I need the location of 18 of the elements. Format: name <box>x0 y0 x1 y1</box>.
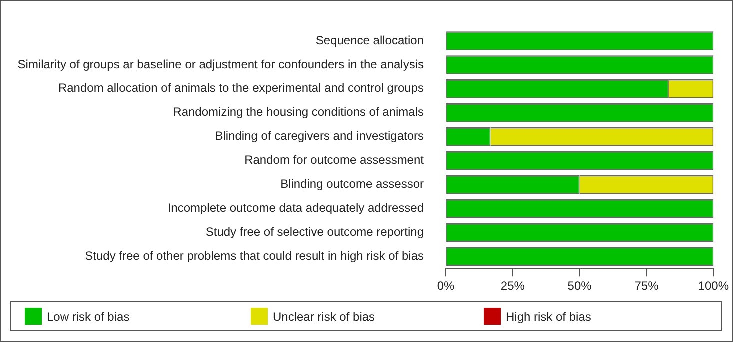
y-tick-label: Study free of selective outcome reporting <box>206 224 424 239</box>
y-tick-label: Study free of other problems that could result in high risk of bias <box>85 248 424 263</box>
y-tick-label: Random allocation of animals to the experimental and control groups <box>58 81 424 96</box>
y-tick-label: Incomplete outcome data adequately addressed <box>168 201 424 216</box>
x-tick-label: 0% <box>437 279 455 294</box>
x-tick-label: 50% <box>568 279 592 294</box>
legend-label: Unclear risk of bias <box>273 310 376 324</box>
y-tick-label: Randomizing the housing conditions of animals <box>173 105 424 120</box>
legend-label: High risk of bias <box>506 310 592 324</box>
x-tick-label: 100% <box>698 279 730 294</box>
y-tick-label: Sequence allocation <box>316 33 424 48</box>
legend-label: Low risk of bias <box>47 310 130 324</box>
y-tick-label: Similarity of groups ar baseline or adjustment for confounders in the analysis <box>18 57 424 72</box>
y-tick-label: Random for outcome assessment <box>244 153 425 168</box>
x-tick-label: 75% <box>634 279 660 294</box>
y-tick-label: Blinding outcome assessor <box>280 177 424 192</box>
y-tick-label: Blinding of caregivers and investigators <box>215 129 424 144</box>
x-tick-label: 25% <box>500 279 526 294</box>
